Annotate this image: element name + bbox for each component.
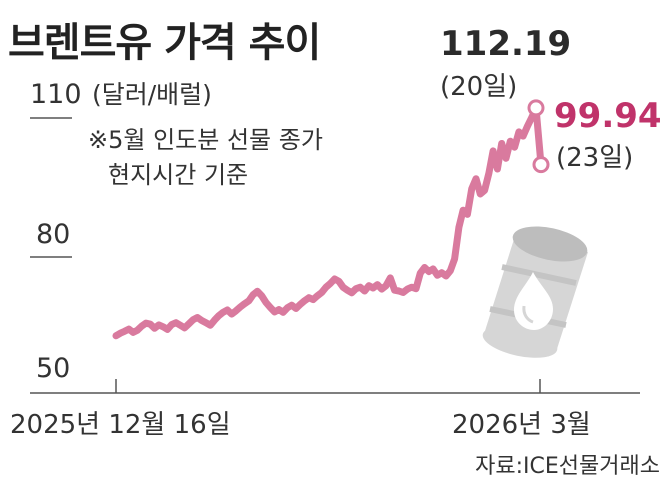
oil-drop-icon [514,272,553,330]
note-line: ※5월 인도분 선물 종가 [88,126,323,154]
last-date-label: (23일) [556,143,633,173]
peak-point-marker [527,99,545,117]
y-tick-label: 110 [30,79,82,110]
x-axis-label-start: 2025년 12월 16일 [10,410,231,440]
note-line: 현지시간 기준 [108,161,248,189]
chart-title: 브렌트유 가격 추이 [8,20,320,66]
x-axis-label-end: 2026년 3월 [452,410,591,440]
peak-value-label: 112.19 [440,24,571,64]
last-value-label: 99.94 [554,96,662,136]
price-series-line [112,104,545,340]
series-layer [112,99,550,340]
y-axis-unit: (달러/배럴) [92,80,212,109]
source-note: 자료:ICE선물거래소 [475,454,660,479]
y-tick-label: 80 [36,219,70,250]
last-point-marker [532,156,550,174]
y-tick-label: 50 [36,353,70,384]
oil-barrel-icon [482,226,588,358]
peak-date-label: (20일) [440,72,517,102]
